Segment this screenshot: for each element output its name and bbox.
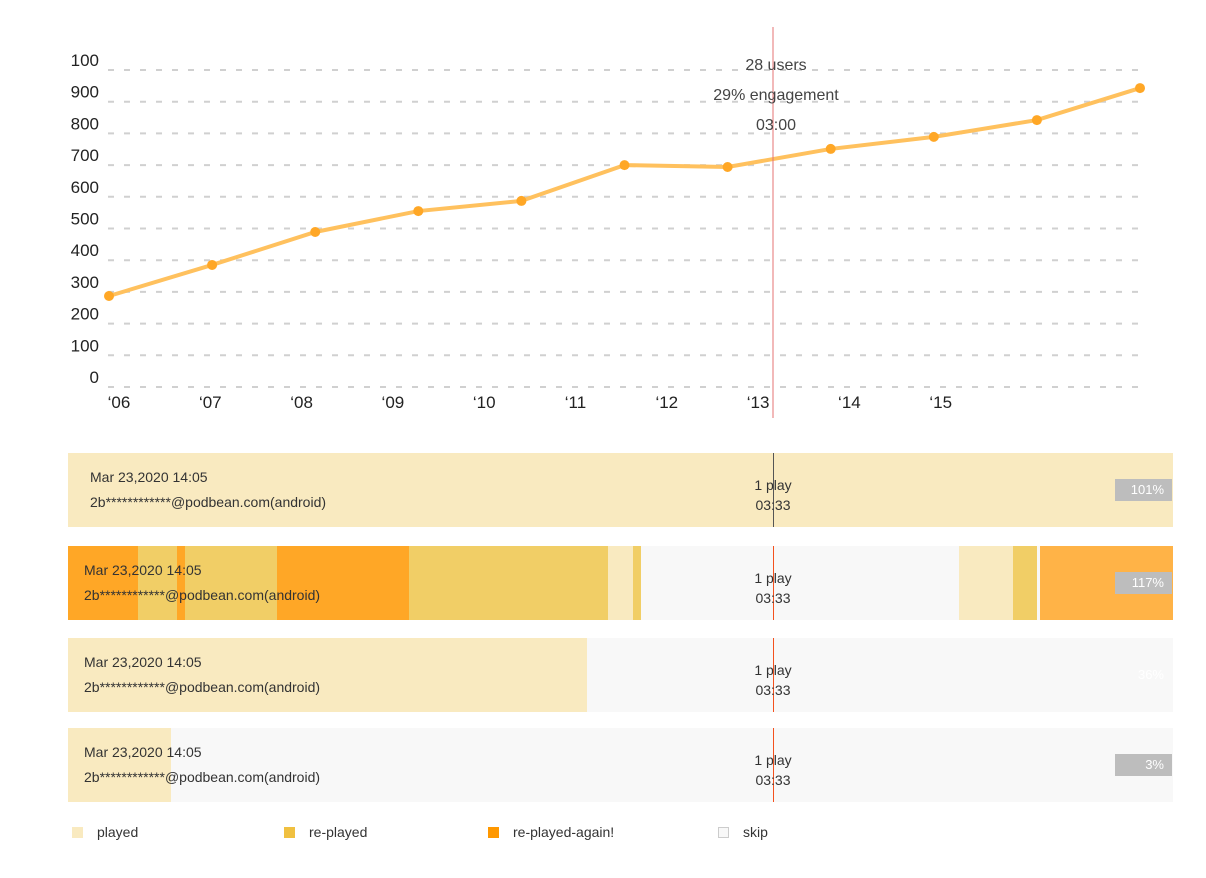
row-date: Mar 23,2020 14:05 bbox=[84, 562, 202, 578]
percent-badge: 36% bbox=[1137, 667, 1164, 682]
data-point[interactable] bbox=[1135, 83, 1145, 94]
data-point[interactable] bbox=[825, 143, 836, 154]
row-user[interactable]: 2b************@podbean.com(android) bbox=[84, 587, 321, 603]
position-marker bbox=[773, 453, 774, 527]
row-user[interactable]: 2b************@podbean.com(android) bbox=[84, 679, 321, 695]
segment-replayed bbox=[409, 546, 609, 620]
playback-row[interactable]: Mar 23,2020 14:05 2b************@podbean… bbox=[68, 453, 1173, 527]
x-tick-label: ‘08 bbox=[290, 393, 313, 412]
row-user[interactable]: 2b************@podbean.com(android) bbox=[84, 769, 321, 785]
segment-replayed bbox=[1012, 546, 1038, 620]
y-tick-label: 300 bbox=[71, 273, 99, 292]
y-tick-label: 100 bbox=[71, 336, 99, 355]
row-plays: 1 play bbox=[754, 662, 792, 678]
playback-row[interactable]: Mar 23,2020 14:05 2b************@podbean… bbox=[68, 728, 1173, 802]
data-point[interactable] bbox=[1031, 115, 1042, 126]
position-marker bbox=[773, 638, 774, 712]
segment-replayed bbox=[185, 546, 277, 620]
data-point[interactable] bbox=[928, 131, 939, 142]
segment-replayed bbox=[137, 546, 178, 620]
legend-item-played: played bbox=[72, 824, 138, 840]
row-date: Mar 23,2020 14:05 bbox=[90, 469, 208, 485]
y-tick-label: 800 bbox=[71, 114, 99, 133]
legend-item-replayed: re-played bbox=[284, 824, 367, 840]
data-point[interactable] bbox=[310, 226, 321, 237]
tooltip-engagement: 29% engagement bbox=[713, 87, 839, 104]
row-duration: 03:33 bbox=[755, 772, 791, 788]
percent-badge: 117% bbox=[1115, 572, 1172, 594]
x-tick-label: ‘10 bbox=[473, 393, 496, 412]
legend-label: re-played bbox=[309, 824, 368, 840]
legend-item-replayed-again: re-played-again! bbox=[488, 824, 614, 840]
row-user[interactable]: 2b************@podbean.com(android) bbox=[90, 494, 327, 510]
segment-replayed-again bbox=[177, 546, 186, 620]
y-tick-label: 0 bbox=[90, 368, 99, 387]
position-marker bbox=[773, 728, 774, 802]
x-tick-label: ‘12 bbox=[655, 393, 678, 412]
tooltip-time: 03:00 bbox=[755, 117, 797, 134]
segment-replayed-again bbox=[276, 546, 410, 620]
y-tick-label: 400 bbox=[71, 241, 99, 260]
percent-badge: 101% bbox=[1115, 479, 1172, 501]
x-tick-label: ‘07 bbox=[199, 393, 222, 412]
data-point[interactable] bbox=[104, 291, 114, 302]
row-duration: 03:33 bbox=[755, 590, 791, 606]
tooltip-users: 28 users bbox=[745, 57, 807, 74]
legend-swatch bbox=[718, 826, 729, 838]
y-tick-label: 600 bbox=[71, 178, 99, 197]
row-duration: 03:33 bbox=[755, 497, 791, 513]
row-plays: 1 play bbox=[754, 570, 792, 586]
segment-played bbox=[608, 546, 633, 620]
segment-replayed bbox=[632, 546, 642, 620]
segment-played bbox=[68, 453, 1173, 527]
legend-label: skip bbox=[743, 824, 768, 840]
series-line bbox=[108, 86, 1141, 298]
data-point[interactable] bbox=[516, 195, 527, 206]
segment-played bbox=[68, 638, 588, 712]
legend-swatch bbox=[488, 826, 499, 838]
segment-played bbox=[958, 546, 1013, 620]
y-tick-label: 500 bbox=[71, 210, 99, 229]
legend-label: re-played-again! bbox=[513, 824, 615, 840]
y-tick-label: 700 bbox=[71, 146, 99, 165]
x-tick-label: ‘14 bbox=[838, 393, 861, 412]
row-date: Mar 23,2020 14:05 bbox=[84, 654, 202, 670]
legend-swatch bbox=[72, 826, 83, 838]
line-chart: 0 100 200 300 400 500 600 700 800 900 100 ‘06 ‘07 ‘08… bbox=[71, 27, 1145, 418]
row-plays: 1 play bbox=[754, 752, 792, 768]
row-plays: 1 play bbox=[754, 477, 792, 493]
x-tick-label: ‘11 bbox=[565, 393, 586, 412]
playback-row[interactable]: Mar 23,2020 14:05 2b************@podbean… bbox=[68, 638, 1173, 712]
data-point[interactable] bbox=[619, 160, 630, 171]
data-point[interactable] bbox=[413, 206, 424, 217]
segment-replayed-again bbox=[68, 546, 138, 620]
segment-played bbox=[68, 728, 171, 802]
playback-row[interactable]: Mar 23,2020 14:05 2b************@podbean… bbox=[68, 546, 1173, 620]
x-tick-label: ‘09 bbox=[382, 393, 405, 412]
x-tick-label: ‘13 bbox=[747, 393, 770, 412]
legend-label: played bbox=[97, 824, 139, 840]
legend-swatch bbox=[284, 826, 295, 838]
row-duration: 03:33 bbox=[755, 682, 791, 698]
legend-item-skip: skip bbox=[718, 824, 768, 840]
data-point[interactable] bbox=[722, 162, 733, 173]
y-tick-label: 200 bbox=[71, 305, 99, 324]
position-marker bbox=[773, 546, 774, 620]
row-date: Mar 23,2020 14:05 bbox=[84, 744, 202, 760]
data-point[interactable] bbox=[207, 259, 218, 270]
percent-badge: 3% bbox=[1115, 754, 1172, 776]
x-tick-label: ‘06 bbox=[108, 393, 131, 412]
y-tick-label: 900 bbox=[71, 83, 99, 102]
x-tick-label: ‘15 bbox=[929, 393, 952, 412]
y-tick-label: 100 bbox=[71, 51, 99, 70]
